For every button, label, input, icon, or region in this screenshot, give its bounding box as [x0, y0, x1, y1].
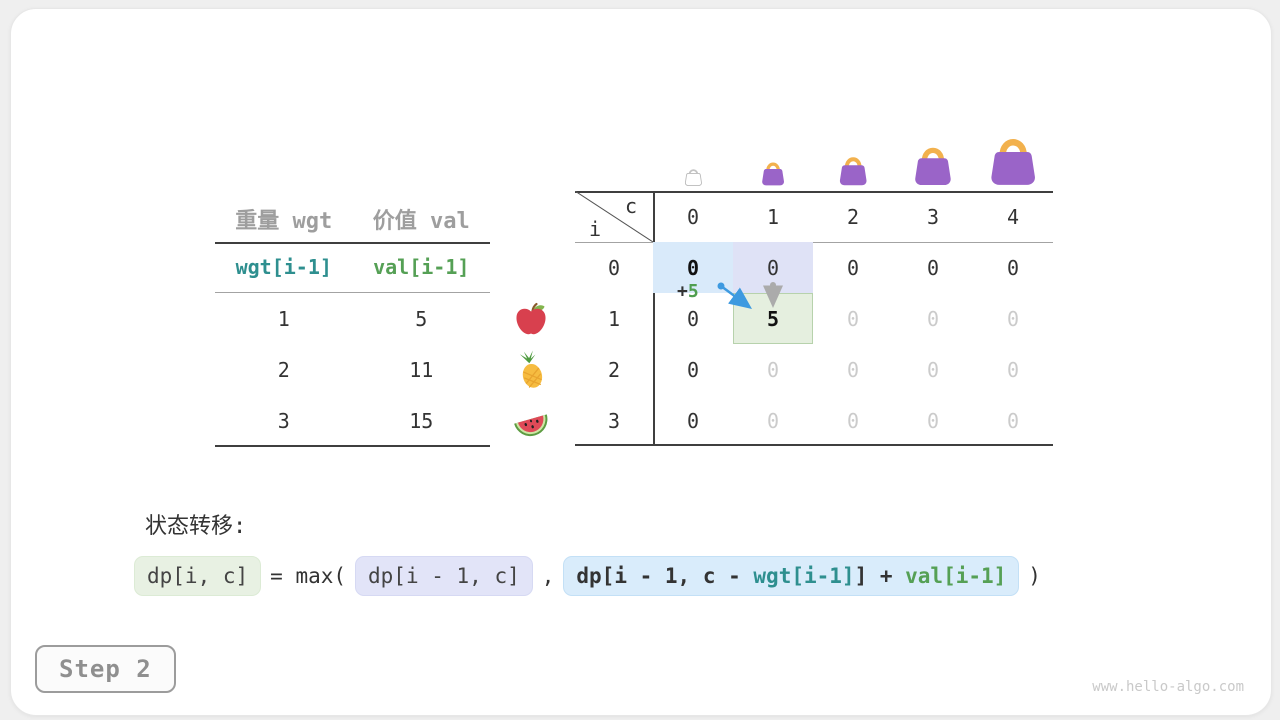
- dp-cell-3-1: 0: [766, 408, 780, 433]
- item-row-3: 3 15: [215, 395, 490, 446]
- col-header-2: 2: [846, 204, 860, 229]
- item-2-weight: 2: [277, 357, 290, 382]
- dp-corner-cell: c i: [575, 191, 653, 242]
- dp-cell-2-4: 0: [1006, 357, 1020, 382]
- watermark: www.hello-algo.com: [1092, 679, 1244, 695]
- row-label-0: 0: [607, 255, 621, 280]
- dp-column-headers: 0 1 2 3 4: [653, 191, 1053, 242]
- bag-capacity-3-icon: [915, 147, 951, 186]
- dp-cell-0-3: 0: [926, 255, 940, 280]
- dp-cell-2-0: 0: [686, 357, 700, 382]
- item-icons: [505, 293, 557, 446]
- formula-take-item-pill: dp[i - 1, c - wgt[i-1]] + val[i-1]: [563, 556, 1020, 596]
- row-label-1: 1: [607, 306, 621, 331]
- row-label-2: 2: [607, 357, 621, 382]
- dp-cell-1-1: 5: [733, 293, 813, 344]
- dp-table-header-divider: [575, 242, 1053, 243]
- item-1-weight: 1: [277, 306, 290, 331]
- bag-capacity-0-icon: [684, 169, 702, 186]
- row-label-3: 3: [607, 408, 621, 433]
- formula-comma: ,: [541, 564, 555, 588]
- item-variable-label: i: [589, 217, 602, 241]
- bag-capacity-2-icon: [839, 157, 867, 186]
- dp-table-border-bottom: [575, 444, 1053, 446]
- pineapple-icon: [519, 349, 543, 388]
- formula-take-mid: ] +: [854, 564, 906, 588]
- formula-close-paren: ): [1028, 564, 1041, 588]
- item-row-1: 1 5: [215, 293, 490, 344]
- items-table-subheader: wgt[i-1] val[i-1]: [215, 244, 490, 290]
- dp-cells-grid: 0 0 0 0 0 0 5 0 0 0 0 0 0 0 0 0 0 0 0 0: [653, 242, 1053, 446]
- dp-cell-2-1: 0: [766, 357, 780, 382]
- weight-column-header: 重量 wgt: [235, 209, 333, 234]
- dp-cell-3-4: 0: [1006, 408, 1020, 433]
- added-value: 5: [687, 281, 699, 302]
- items-table-divider-bottom: [215, 445, 490, 447]
- formula-val-term: val[i-1]: [905, 564, 1007, 588]
- state-transition-label: 状态转移:: [145, 514, 247, 539]
- items-table-divider-mid: [215, 292, 490, 293]
- dp-cell-2-2: 0: [846, 357, 860, 382]
- col-header-0: 0: [686, 204, 700, 229]
- dp-cell-1-2: 0: [846, 306, 860, 331]
- corner-diagonal-line: [575, 191, 653, 242]
- dp-cell-2-3: 0: [926, 357, 940, 382]
- plus-sign: +: [677, 281, 688, 302]
- formula-wgt-term: wgt[i-1]: [753, 564, 855, 588]
- col-header-3: 3: [926, 204, 940, 229]
- dp-cell-3-3: 0: [926, 408, 940, 433]
- val-index-label: val[i-1]: [373, 255, 470, 279]
- items-table-divider-top: [215, 242, 490, 244]
- dp-cell-0-1: 0: [733, 242, 813, 293]
- dp-row-labels: 0 1 2 3: [575, 242, 653, 446]
- col-header-1: 1: [766, 204, 780, 229]
- item-row-2: 2 11: [215, 344, 490, 395]
- dp-cell-3-2: 0: [846, 408, 860, 433]
- dp-table-border-top: [575, 191, 1053, 193]
- item-3-weight: 3: [277, 408, 290, 433]
- watermelon-icon: [514, 413, 548, 436]
- figure-card: [10, 8, 1272, 716]
- wgt-index-label: wgt[i-1]: [235, 255, 332, 279]
- bag-capacity-4-icon: [991, 139, 1035, 185]
- formula-take-prefix: dp[i - 1, c -: [576, 564, 754, 588]
- dp-cell-1-4: 0: [1006, 306, 1020, 331]
- bag-capacity-1-icon: [762, 162, 784, 186]
- dp-table-vertical-divider: [653, 191, 655, 446]
- item-1-value: 5: [415, 306, 428, 331]
- formula-lhs-pill: dp[i, c]: [134, 556, 262, 596]
- step-badge: Step 2: [35, 645, 176, 693]
- dp-cell-3-0: 0: [686, 408, 700, 433]
- formula-equals-max: = max(: [270, 564, 347, 588]
- col-header-4: 4: [1006, 204, 1020, 229]
- transition-add-value-annotation: +5: [677, 281, 699, 302]
- apple-icon: [516, 302, 546, 334]
- dp-cell-0-4: 0: [1006, 255, 1020, 280]
- item-3-value: 15: [409, 408, 434, 433]
- capacity-bags: [653, 124, 1053, 186]
- state-transition-formula: dp[i, c] = max( dp[i - 1, c] , dp[i - 1,…: [134, 556, 1041, 596]
- dp-cell-0-2: 0: [846, 255, 860, 280]
- dp-cell-1-3: 0: [926, 306, 940, 331]
- item-2-value: 11: [409, 357, 434, 382]
- capacity-variable-label: c: [624, 194, 637, 218]
- items-table: 重量 wgt 价值 val wgt[i-1] val[i-1] 1 5 2 11…: [215, 196, 490, 448]
- items-table-rows: 1 5 2 11 3 15: [215, 293, 490, 446]
- value-column-header: 价值 val: [372, 209, 470, 234]
- dp-table: c i 0 1 2 3 4 0 1 2 3 0 0 0 0 0 0 5 0 0 …: [575, 191, 1053, 446]
- formula-skip-item-pill: dp[i - 1, c]: [355, 556, 533, 596]
- dp-cell-1-0: 0: [686, 306, 700, 331]
- items-table-header: 重量 wgt 价值 val: [215, 196, 490, 242]
